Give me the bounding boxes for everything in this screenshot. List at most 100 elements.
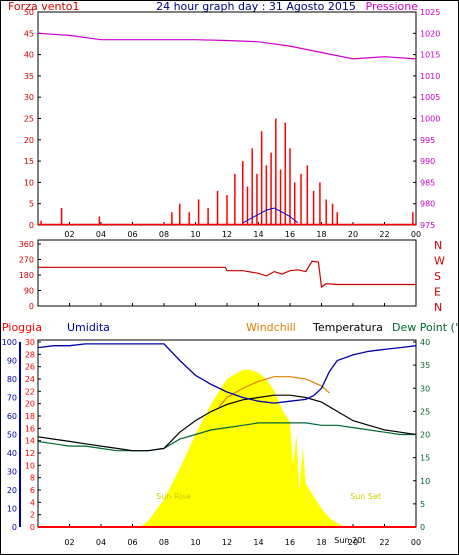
rain-tick-label: 6 [30, 486, 35, 495]
x-tick-label: 16 [285, 230, 295, 239]
compass-label: N [434, 301, 442, 314]
wind-tick-label: 50 [24, 8, 34, 17]
sun-annotation: Sun Rise [156, 492, 191, 501]
x-tick-label: 04 [96, 538, 106, 547]
pressure-tick-label: 1000 [420, 115, 440, 124]
wind-tick-label: 15 [24, 157, 34, 166]
compass-label: S [434, 270, 441, 283]
direction-line [38, 260, 416, 289]
sun-annotation: Sun Set [350, 492, 381, 501]
x-tick-label: 06 [127, 230, 137, 239]
humidity-tick-label: 40 [7, 449, 17, 458]
x-tick-label: 22 [379, 230, 389, 239]
direction-tick-label: 180 [19, 271, 34, 280]
temp-tick-label: 5 [420, 500, 425, 509]
x-tick-label: 00 [411, 230, 421, 239]
x-tick-label: 08 [159, 538, 169, 547]
rain-tick-label: 30 [25, 338, 35, 347]
direction-tick-label: 0 [29, 302, 34, 311]
x-tick-label: 10 [190, 538, 200, 547]
panel-wind-pressure-frame [37, 11, 417, 226]
x-tick-label: 02 [64, 538, 74, 547]
rain-tick-label: 10 [25, 461, 35, 470]
humidity-tick-label: 60 [7, 412, 17, 421]
rain-tick-label: 8 [30, 474, 35, 483]
pressure-tick-label: 1020 [420, 29, 440, 38]
temp-tick-label: 40 [420, 338, 430, 347]
direction-tick-label: 270 [19, 256, 34, 265]
temp-tick-label: 0 [420, 523, 425, 532]
temp-tick-label: 20 [420, 431, 430, 440]
rain-tick-label: 14 [25, 437, 35, 446]
compass-label: E [434, 286, 441, 299]
wind-tick-label: 0 [29, 221, 34, 230]
wind-tick-label: 35 [24, 72, 34, 81]
panel-humidity-temperature: 0102030405060708090100024681012141618202… [2, 338, 430, 547]
humidity-label: Umidita [67, 321, 110, 334]
temperature-label: Temperatura [312, 321, 383, 334]
temp-tick-label: 30 [420, 384, 430, 393]
temp-tick-label: 15 [420, 454, 430, 463]
x-tick-label: 20 [348, 538, 358, 547]
x-tick-label: 04 [96, 230, 106, 239]
wind-tick-label: 30 [24, 93, 34, 102]
rain-tick-label: 26 [25, 363, 35, 372]
pressure-tick-label: 1025 [420, 8, 440, 17]
humidity-tick-label: 100 [2, 338, 17, 347]
wind-tick-label: 25 [24, 115, 34, 124]
wind-tick-label: 40 [24, 51, 34, 60]
x-tick-label: 12 [222, 230, 232, 239]
sun-annotation: Sun 20t [334, 536, 365, 545]
humidity-tick-label: 80 [7, 375, 17, 384]
humidity-tick-label: 0 [12, 523, 17, 532]
temp-tick-label: 35 [420, 361, 430, 370]
x-tick-label: 16 [285, 538, 295, 547]
x-tick-label: 08 [159, 230, 169, 239]
rain-tick-label: 20 [25, 400, 35, 409]
humidity-tick-label: 20 [7, 486, 17, 495]
pressure-tick-label: 1010 [420, 72, 440, 81]
windchill-label: Windchill [246, 321, 296, 334]
panel-wind-direction-frame [37, 239, 417, 307]
humidity-tick-label: 30 [7, 468, 17, 477]
pressure-tick-label: 980 [420, 200, 435, 209]
wind-tick-label: 20 [24, 136, 34, 145]
panel-wind-pressure: 0510152025303540455097598098599099510001… [24, 8, 441, 239]
compass-label: W [434, 255, 445, 268]
rain-tick-label: 4 [30, 498, 35, 507]
rain-tick-label: 22 [25, 387, 35, 396]
humidity-tick-label: 90 [7, 357, 17, 366]
gust-line [242, 207, 299, 224]
rain-tick-label: 16 [25, 424, 35, 433]
wind-axis-label: Forza vento1 [8, 0, 80, 13]
humidity-tick-label: 70 [7, 394, 17, 403]
temp-tick-label: 10 [420, 477, 430, 486]
x-tick-label: 14 [253, 538, 263, 547]
rain-tick-label: 28 [25, 350, 35, 359]
pressure-tick-label: 990 [420, 157, 435, 166]
x-tick-label: 12 [222, 538, 232, 547]
pressure-axis-label: Pressione [366, 0, 419, 13]
chart-title: 24 hour graph day : 31 Agosto 2015 [156, 0, 356, 13]
x-tick-label: 10 [190, 230, 200, 239]
pressure-tick-label: 995 [420, 136, 435, 145]
pressure-tick-label: 975 [420, 221, 435, 230]
rain-tick-label: 0 [30, 523, 35, 532]
x-tick-label: 02 [64, 230, 74, 239]
humidity-line [37, 343, 417, 404]
pressure-tick-label: 1005 [420, 93, 440, 102]
rain-tick-label: 18 [25, 412, 35, 421]
temp-tick-label: 25 [420, 407, 430, 416]
wind-tick-label: 10 [24, 178, 34, 187]
direction-tick-label: 90 [24, 287, 34, 296]
direction-tick-label: 360 [19, 240, 34, 249]
dewpoint-line [37, 422, 416, 452]
wind-tick-label: 5 [29, 200, 34, 209]
compass-label: N [434, 239, 442, 252]
x-tick-label: 06 [127, 538, 137, 547]
solar-area [140, 369, 346, 527]
pressure-tick-label: 1015 [420, 51, 440, 60]
dewpoint-label: Dew Point (°C [392, 321, 459, 334]
